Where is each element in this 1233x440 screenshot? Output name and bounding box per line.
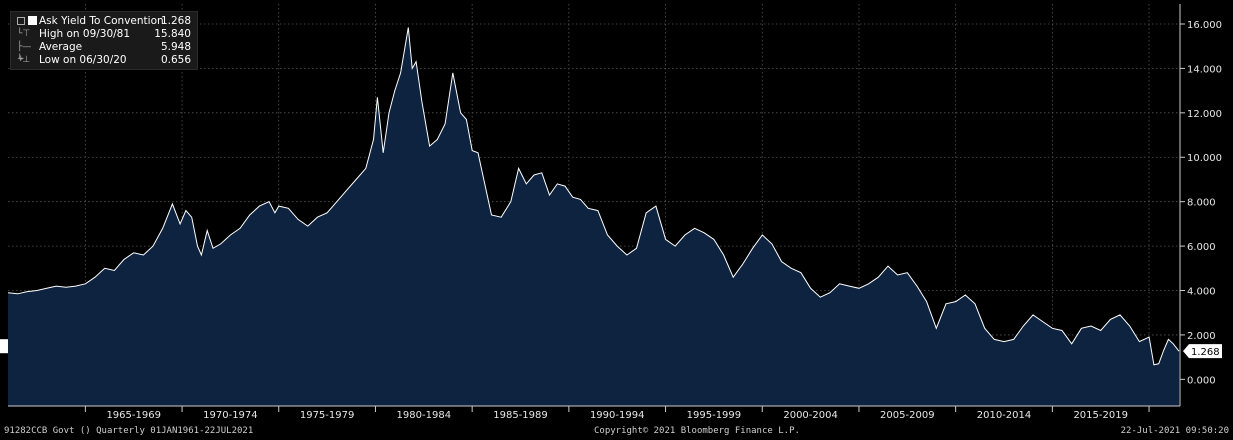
x-tick-label: 1975-1979 (300, 410, 355, 421)
x-tick-label: 2005-2009 (880, 410, 935, 421)
last-value-text: 1.268 (1191, 347, 1220, 358)
x-tick-label: 1985-1989 (493, 410, 548, 421)
last-value-label: 1.268 (1183, 344, 1222, 359)
legend-series-swatch (17, 15, 37, 27)
area-layer (7, 27, 1180, 406)
series-line (7, 27, 1180, 366)
y-tick-label: 12.000 (1187, 109, 1222, 120)
x-tick-label: 1965-1969 (106, 410, 161, 421)
x-tick-label: 1970-1974 (203, 410, 258, 421)
x-tick-label: 1990-1994 (590, 410, 645, 421)
high-marker-icon: └⊤ (17, 29, 31, 39)
y-tick-label: 10.000 (1187, 153, 1222, 164)
y-tick-label: 2.000 (1187, 331, 1216, 342)
y-tick-label: 16.000 (1187, 20, 1222, 31)
x-tick-label: 1980-1984 (397, 410, 452, 421)
x-tick-label: 2000-2004 (783, 410, 838, 421)
axis-layer: 0.000 2.000 4.000 6.000 8.000 10.000 12.000 14.… (0, 4, 1222, 421)
legend-low-value: 0.656 (160, 54, 191, 66)
last-value-left-marker (0, 339, 8, 354)
legend-average-row: ├—+ Average 5.948 (11, 41, 197, 64)
x-tick-label: 2010-2014 (977, 410, 1032, 421)
legend-box: Ask Yield To Convention 1.268 └⊤ High on… (10, 11, 198, 70)
y-tick-label: 14.000 (1187, 64, 1222, 75)
footer-copyright: Copyright© 2021 Bloomberg Finance L.P. (594, 426, 800, 436)
series-area (8, 27, 1179, 406)
y-tick-label: 0.000 (1187, 375, 1216, 386)
y-tick-label: 8.000 (1187, 198, 1216, 209)
legend-average-label: Average (39, 41, 83, 53)
low-marker-icon: └⊥ (17, 55, 31, 65)
x-tick-label: 1995-1999 (687, 410, 742, 421)
legend-series-row: Ask Yield To Convention 1.268 (11, 15, 197, 27)
footer-bar: 91282CCB Govt () Quarterly 01JAN1961-22J… (0, 425, 1233, 440)
last-value-box (1183, 344, 1222, 359)
y-tick-label: 6.000 (1187, 242, 1216, 253)
average-marker-icon: ├—+ (17, 42, 32, 64)
x-tick-label: 2015-2019 (1073, 410, 1128, 421)
legend-high-label: High on 09/30/81 (39, 28, 131, 40)
legend-low-row: └⊥ Low on 06/30/20 0.656 (11, 54, 197, 66)
footer-security-info: 91282CCB Govt () Quarterly 01JAN1961-22J… (4, 426, 254, 436)
legend-series-label: Ask Yield To Convention (39, 15, 164, 27)
legend-series-value: 1.268 (160, 15, 191, 27)
legend-low-label: Low on 06/30/20 (39, 54, 127, 66)
legend-average-value: 5.948 (160, 41, 191, 53)
footer-timestamp: 22-Jul-2021 09:50:20 (1120, 426, 1229, 436)
y-tick-label: 4.000 (1187, 287, 1216, 298)
legend-high-value: 15.840 (154, 28, 191, 40)
legend-high-row: └⊤ High on 09/30/81 15.840 (11, 28, 197, 40)
